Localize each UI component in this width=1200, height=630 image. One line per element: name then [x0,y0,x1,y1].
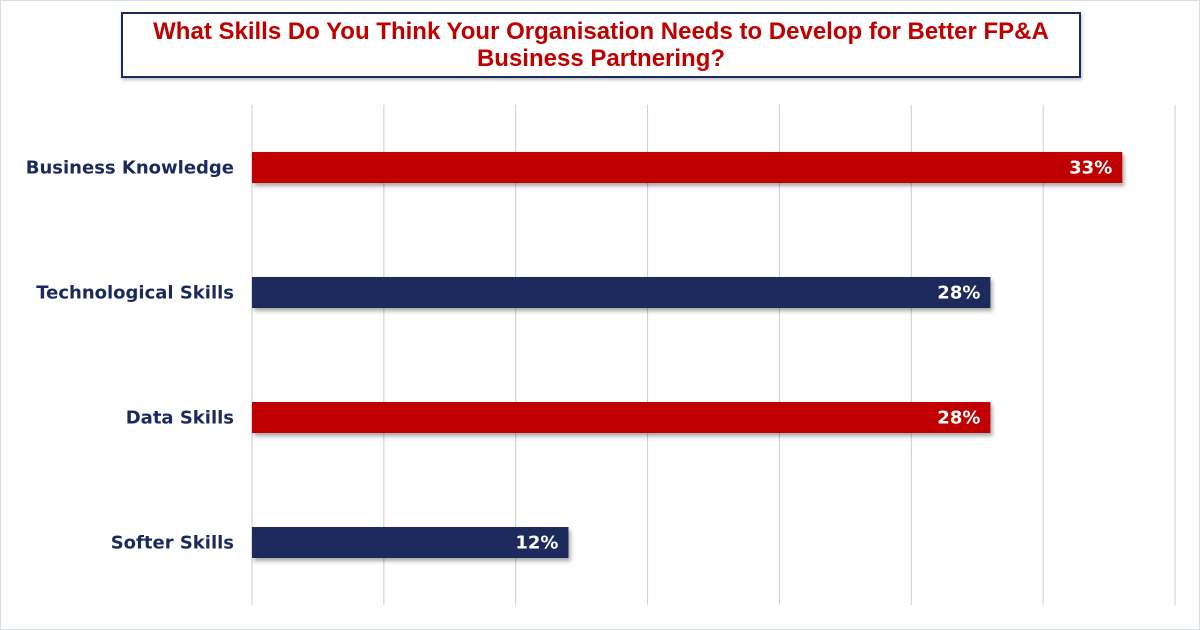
bar-value-label: 33% [1069,158,1112,179]
category-label: Softer Skills [111,533,234,554]
category-label: Data Skills [126,408,234,429]
category-label: Technological Skills [36,283,234,304]
bar-value-label: 12% [515,533,558,554]
bar [252,152,1123,183]
chart-title: What Skills Do You Think Your Organisati… [153,18,1049,72]
chart-title-box: What Skills Do You Think Your Organisati… [121,12,1081,78]
bar [252,402,991,433]
bar-value-label: 28% [937,283,980,304]
bar [252,277,991,308]
bar [252,527,569,558]
category-label: Business Knowledge [26,158,234,179]
bar-value-label: 28% [937,408,980,429]
